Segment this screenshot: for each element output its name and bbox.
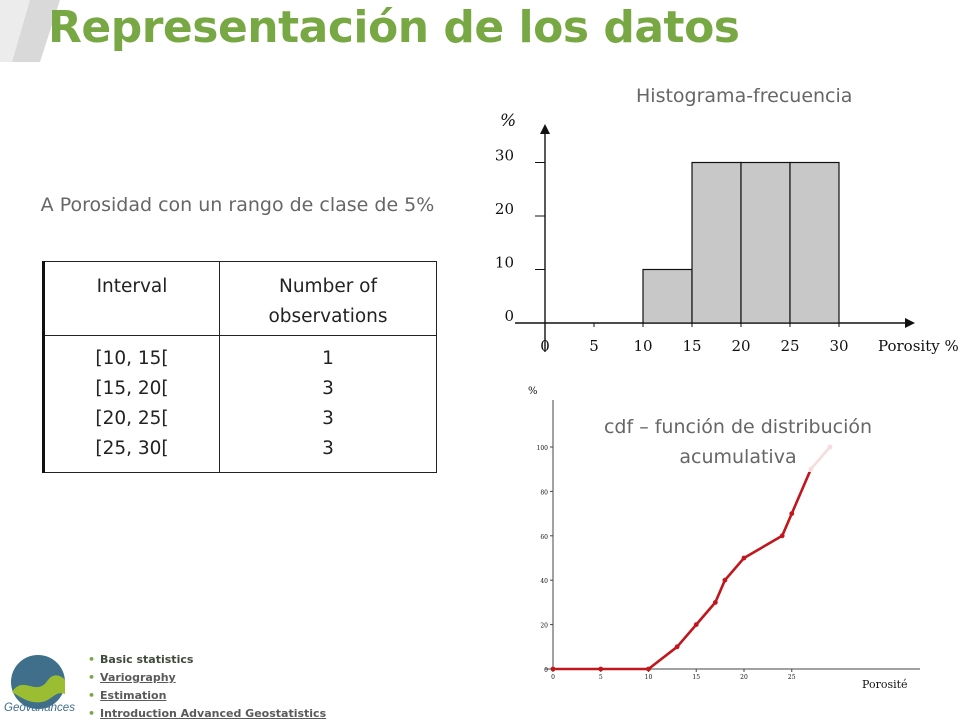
- slide-title: Representación de los datos: [48, 2, 740, 53]
- corner-decoration: [0, 0, 60, 62]
- x-axis-label: Porosité: [862, 678, 908, 691]
- x-tick-label: 15: [692, 674, 700, 681]
- x-tick-label: 25: [788, 674, 796, 681]
- y-tick-label: 10: [495, 254, 514, 272]
- y-tick-label: 100: [537, 445, 549, 452]
- x-tick-label: 15: [682, 337, 701, 355]
- count-value: 3: [322, 378, 334, 399]
- observation-table: Interval Number of observations [10, 15[…: [42, 261, 437, 473]
- x-axis-label: Porosity %: [878, 337, 959, 355]
- nav-item-basic-statistics[interactable]: Basic statistics: [88, 651, 326, 669]
- x-axis-arrow: [905, 318, 915, 328]
- x-tick-label: 30: [829, 337, 848, 355]
- y-axis-label: %: [528, 386, 538, 397]
- histogram-bar: [740, 161, 791, 324]
- header-interval: Interval: [42, 261, 220, 336]
- cdf-line: [553, 446, 831, 671]
- header-count: Number of observations: [219, 261, 437, 336]
- y-tick-label: 60: [540, 534, 548, 541]
- cdf-point: [722, 577, 728, 583]
- x-tick-label: 20: [740, 674, 748, 681]
- cdf-point: [789, 511, 795, 516]
- nav-item-estimation[interactable]: Estimation: [88, 687, 326, 705]
- cdf-point: [646, 666, 651, 672]
- cdf-point: [741, 555, 747, 561]
- nav-item-variography[interactable]: Variography: [88, 669, 326, 687]
- table-caption: A Porosidad con un rango de clase de 5%: [40, 194, 435, 216]
- interval-value: [10, 15[: [95, 348, 169, 369]
- histogram-bar: [691, 161, 742, 324]
- histogram-title: Histograma-frecuencia: [636, 85, 853, 107]
- y-axis-label: %: [500, 111, 516, 131]
- x-tick-label: 0: [551, 674, 555, 681]
- table-header-row: Interval Number of observations: [42, 261, 437, 336]
- y-tick-label: 0: [504, 307, 514, 325]
- table-body-row: [10, 15[ [15, 20[ [20, 25[ [25, 30[ 1 3 …: [42, 335, 437, 473]
- y-tick-label: 20: [495, 200, 514, 218]
- y-tick-label: 30: [495, 147, 514, 165]
- x-tick-label: 0: [540, 337, 550, 355]
- count-value: 3: [322, 408, 334, 429]
- y-tick-label: 80: [540, 489, 548, 496]
- y-tick-label: 0: [544, 667, 548, 674]
- histogram-chart: 0 5 10 15 20 25 30 0 10 20 30% Porosity %: [495, 111, 959, 355]
- nav-item-advanced-geostatistics[interactable]: Introduction Advanced Geostatistics: [88, 705, 326, 720]
- interval-cell: [10, 15[ [15, 20[ [20, 25[ [25, 30[: [42, 335, 220, 473]
- cdf-point: [598, 666, 604, 672]
- interval-value: [20, 25[: [95, 408, 169, 429]
- section-nav: Basic statistics Variography Estimation …: [88, 651, 326, 720]
- interval-value: [25, 30[: [95, 438, 169, 459]
- x-tick-label: 10: [645, 674, 653, 681]
- count-value: 1: [322, 348, 334, 369]
- logo-text: Geovariances: [4, 702, 75, 714]
- y-tick-label: 20: [540, 623, 548, 630]
- x-tick-label: 5: [589, 337, 599, 355]
- x-tick-label: 20: [731, 337, 750, 355]
- histogram-bar: [642, 268, 693, 324]
- cdf-chart: 0 20 40 60 80 100 0 5 10 15 20 25% Porosité: [528, 386, 920, 691]
- x-tick-label: 25: [780, 337, 799, 355]
- cdf-point: [674, 644, 680, 650]
- count-cell: 1 3 3 3: [219, 335, 437, 473]
- x-tick-label: 10: [633, 337, 652, 355]
- x-tick-label: 5: [599, 674, 603, 681]
- interval-value: [15, 20[: [95, 378, 169, 399]
- geovariances-logo: [11, 655, 65, 709]
- count-value: 3: [322, 438, 334, 459]
- histogram-bar: [789, 161, 840, 324]
- y-axis-arrow: [540, 124, 550, 134]
- cdf-point: [693, 622, 699, 627]
- cdf-point: [712, 600, 718, 605]
- cdf-point: [779, 533, 785, 539]
- y-tick-label: 40: [540, 578, 548, 585]
- cdf-title: cdf – función de distribución acumulativ…: [578, 412, 898, 472]
- cdf-point: [550, 666, 556, 672]
